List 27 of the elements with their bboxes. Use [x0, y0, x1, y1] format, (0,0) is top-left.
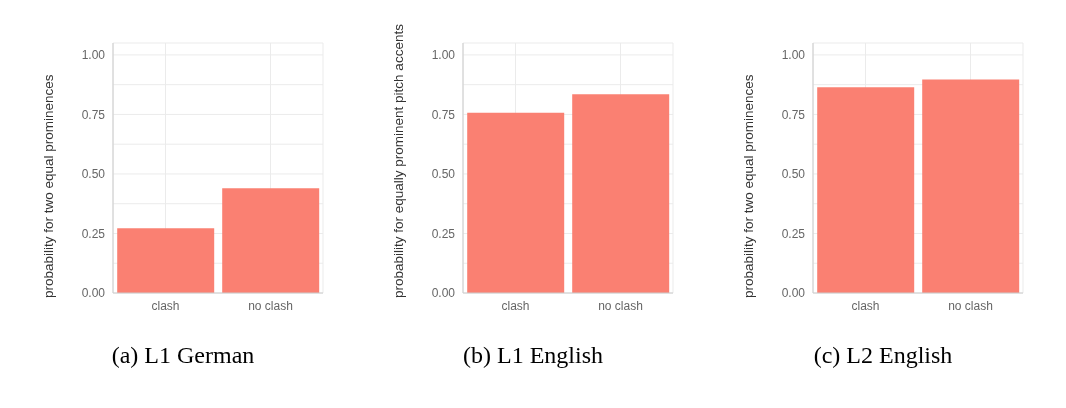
x-tick-label: no clash	[948, 298, 993, 313]
text: (c) L2 English	[813, 342, 953, 369]
y-tick-label: 0.00	[431, 286, 456, 301]
text: (b) L1 English	[463, 342, 603, 369]
x-tick-label: clash	[151, 298, 180, 313]
text: (a) L1 German	[111, 342, 255, 369]
y-tick-label: 0.50	[81, 167, 106, 182]
y-tick-label: 1.00	[431, 48, 456, 63]
y-tick-label: 1.00	[81, 48, 106, 63]
y-tick-label: 0.75	[781, 107, 806, 122]
y-axis-title: probability for two equal prominences	[40, 74, 56, 298]
x-tick-label: clash	[501, 298, 530, 313]
y-axis-title: probability for two equal prominences	[740, 74, 756, 298]
x-tick-label: no clash	[248, 298, 293, 313]
y-tick-label: 0.75	[81, 107, 106, 122]
y-tick-label: 0.50	[781, 167, 806, 182]
x-tick-label: no clash	[598, 298, 643, 313]
y-tick-label: 1.00	[781, 48, 806, 63]
y-tick-label: 0.00	[781, 286, 806, 301]
y-tick-label: 0.25	[781, 226, 806, 241]
y-tick-label: 0.50	[431, 167, 456, 182]
x-tick-label: clash	[851, 298, 880, 313]
y-tick-label: 0.00	[81, 286, 106, 301]
y-axis-title: probability for equally prominent pitch accents	[390, 23, 406, 298]
y-tick-label: 0.75	[431, 107, 456, 122]
y-tick-label: 0.25	[431, 226, 456, 241]
y-tick-label: 0.25	[81, 226, 106, 241]
